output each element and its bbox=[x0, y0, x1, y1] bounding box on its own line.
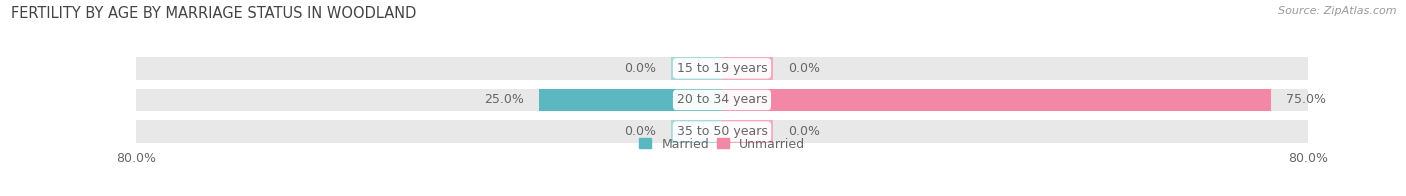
Bar bbox=[671, 120, 723, 143]
Text: 20 to 34 years: 20 to 34 years bbox=[676, 93, 768, 106]
Bar bbox=[723, 89, 1271, 111]
Text: Source: ZipAtlas.com: Source: ZipAtlas.com bbox=[1278, 6, 1396, 16]
Text: 35 to 50 years: 35 to 50 years bbox=[676, 125, 768, 138]
Bar bbox=[723, 57, 773, 80]
Text: 0.0%: 0.0% bbox=[787, 125, 820, 138]
Bar bbox=[671, 57, 723, 80]
Legend: Married, Unmarried: Married, Unmarried bbox=[638, 138, 806, 151]
Text: FERTILITY BY AGE BY MARRIAGE STATUS IN WOODLAND: FERTILITY BY AGE BY MARRIAGE STATUS IN W… bbox=[11, 6, 416, 21]
Text: 0.0%: 0.0% bbox=[624, 62, 657, 75]
Bar bbox=[136, 57, 1308, 80]
Bar bbox=[723, 120, 773, 143]
Text: 0.0%: 0.0% bbox=[624, 125, 657, 138]
Text: 15 to 19 years: 15 to 19 years bbox=[676, 62, 768, 75]
Text: 0.0%: 0.0% bbox=[787, 62, 820, 75]
Bar bbox=[538, 89, 723, 111]
Bar bbox=[136, 89, 1308, 111]
Text: 25.0%: 25.0% bbox=[484, 93, 524, 106]
Text: 75.0%: 75.0% bbox=[1286, 93, 1326, 106]
Bar bbox=[136, 120, 1308, 143]
